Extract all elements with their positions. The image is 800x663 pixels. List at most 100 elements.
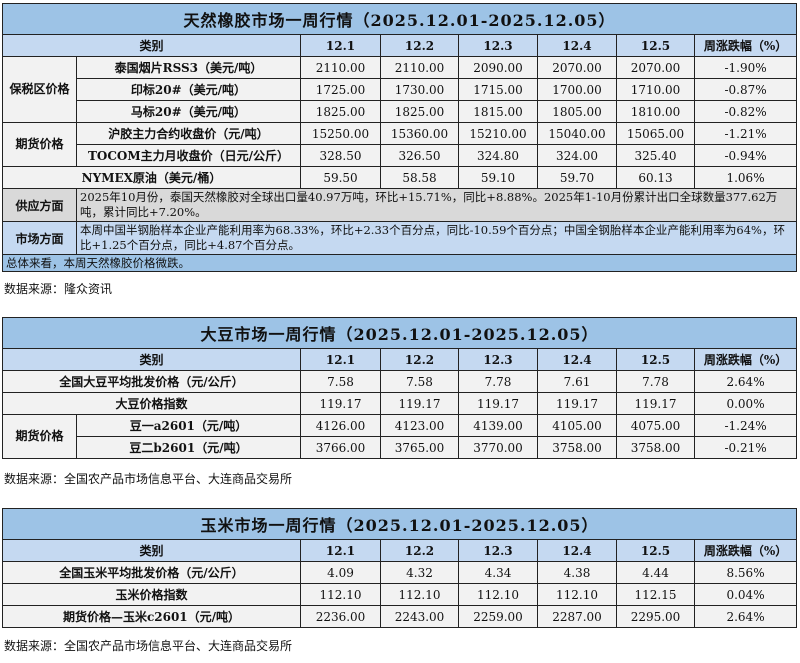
row-label: 大豆价格指数: [2, 392, 301, 415]
row-value: 112.10: [380, 583, 459, 606]
row-value: 325.40: [616, 144, 695, 167]
header-change: 周涨跌幅（%）: [693, 348, 798, 371]
row-value: 1710.00: [616, 78, 695, 101]
table-title: 天然橡胶市场一周行情（2025.12.01-2025.12.05）: [1, 3, 798, 35]
row-label: 马标20#（美元/吨）: [76, 100, 301, 123]
row-value: 2259.00: [458, 605, 538, 628]
row-change: 0.04%: [693, 583, 798, 606]
row-value: 7.78: [616, 370, 695, 393]
row-value: 58.58: [380, 166, 459, 189]
row-value: 4.34: [458, 561, 538, 584]
header-date: 12.3: [458, 34, 538, 57]
row-value: 3765.00: [380, 436, 459, 459]
row-group-label: 保税区价格: [2, 56, 77, 123]
row-value: 3758.00: [537, 436, 617, 459]
row-value: 119.17: [616, 392, 695, 415]
table-row: 期货价格 豆一a2601（元/吨） 4126.00 4123.00 4139.00 410…: [2, 414, 798, 459]
row-value: 59.50: [300, 166, 381, 189]
row-value: 1825.00: [380, 100, 459, 123]
row-value: 2295.00: [616, 605, 695, 628]
row-change: -1.24%: [693, 414, 798, 437]
row-value: 4.44: [616, 561, 695, 584]
row-value: 7.61: [537, 370, 617, 393]
summary-row: 总体来看，本周天然橡胶价格微跌。: [1, 254, 798, 272]
row-value: 4075.00: [616, 414, 695, 437]
table-row: 马标20#（美元/吨） 1825.00 1825.00 1815.00 1805.00 1…: [3, 100, 798, 123]
header-date: 12.5: [616, 539, 695, 562]
row-value: 1825.00: [300, 100, 381, 123]
row-value: 3770.00: [458, 436, 538, 459]
row-value: 4126.00: [300, 414, 381, 437]
row-value: 4105.00: [537, 414, 617, 437]
row-value: 7.58: [300, 370, 381, 393]
row-label: 印标20#（美元/吨）: [76, 78, 301, 101]
title-row: 天然橡胶市场一周行情（2025.12.01-2025.12.05）: [1, 3, 798, 35]
rubber-source: 数据来源：隆众资讯: [4, 282, 113, 296]
row-value: 326.50: [380, 144, 459, 167]
row-value: 4.32: [380, 561, 459, 584]
table-row: NYMEX原油（美元/桶） 59.50 58.58 59.10 59.70 60.13 1.…: [2, 166, 798, 189]
header-row: 类别 12.1 12.2 12.3 12.4 12.5 周涨跌幅（%）: [2, 34, 798, 57]
corn-table: 玉米市场一周行情（2025.12.01-2025.12.05） 类别 12.1 12.…: [1, 508, 798, 628]
table-row: 玉米价格指数 112.10 112.10 112.10 112.10 112.15 0.04…: [2, 583, 798, 606]
row-value: 2070.00: [616, 56, 695, 79]
row-label: 全国玉米平均批发价格（元/公斤）: [2, 561, 301, 584]
header-date: 12.1: [300, 348, 381, 371]
market-label: 市场方面: [2, 221, 77, 255]
header-date: 12.3: [458, 348, 538, 371]
row-value: 328.50: [300, 144, 381, 167]
row-value: 60.13: [616, 166, 695, 189]
header-category: 类别: [2, 34, 301, 57]
row-change: -0.82%: [693, 100, 798, 123]
row-value: 119.17: [380, 392, 459, 415]
row-value: 324.80: [458, 144, 538, 167]
market-row: 市场方面 本周中国半钢胎样本企业产能利用率为68.33%，环比+2.33个百分点，…: [2, 221, 798, 255]
table-row: TOCOM主力月收盘价（日元/公斤） 328.50 326.50 324.80 324.…: [3, 144, 798, 167]
header-row: 类别 12.1 12.2 12.3 12.4 12.5 周涨跌幅（%）: [2, 539, 798, 562]
row-change: -1.21%: [693, 122, 798, 145]
row-value: 4.38: [537, 561, 617, 584]
table-row: 期货价格 沪胶主力合约收盘价（元/吨） 15250.00 15360.00 15210.…: [2, 122, 798, 167]
row-value: 15360.00: [380, 122, 459, 145]
row-value: 112.10: [537, 583, 617, 606]
row-label: 泰国烟片RSS3（美元/吨）: [76, 56, 301, 79]
header-change: 周涨跌幅（%）: [693, 539, 798, 562]
row-change: -0.87%: [693, 78, 798, 101]
row-change: -1.90%: [693, 56, 798, 79]
soybean-source: 数据来源：全国农产品市场信息平台、大连商品交易所: [4, 472, 293, 486]
row-value: 119.17: [458, 392, 538, 415]
supply-text: 2025年10月份，泰国天然橡胶对全球出口量40.97万吨，环比+15.71%，…: [75, 188, 798, 222]
header-date: 12.1: [300, 34, 381, 57]
row-value: 2110.00: [380, 56, 459, 79]
header-date: 12.3: [458, 539, 538, 562]
row-change: -0.94%: [693, 144, 798, 167]
row-value: 2070.00: [537, 56, 617, 79]
row-label: 全国大豆平均批发价格（元/公斤）: [2, 370, 301, 393]
table-title: 大豆市场一周行情（2025.12.01-2025.12.05）: [1, 317, 798, 349]
row-value: 15210.00: [458, 122, 538, 145]
header-date: 12.5: [616, 34, 695, 57]
row-value: 7.58: [380, 370, 459, 393]
row-value: 59.10: [458, 166, 538, 189]
row-value: 1725.00: [300, 78, 381, 101]
header-row: 类别 12.1 12.2 12.3 12.4 12.5 周涨跌幅（%）: [2, 348, 798, 371]
row-value: 112.10: [300, 583, 381, 606]
header-date: 12.2: [380, 348, 459, 371]
row-group-label: 期货价格: [2, 414, 77, 459]
row-change: 1.06%: [693, 166, 798, 189]
rubber-table: 天然橡胶市场一周行情（2025.12.01-2025.12.05） 类别 12.1 1…: [1, 3, 798, 272]
row-value: 2287.00: [537, 605, 617, 628]
header-category: 类别: [2, 348, 301, 371]
table-row: 全国玉米平均批发价格（元/公斤） 4.09 4.32 4.34 4.38 4.44 8.56…: [2, 561, 798, 584]
market-text: 本周中国半钢胎样本企业产能利用率为68.33%，环比+2.33个百分点，同比-1…: [75, 221, 798, 255]
row-value: 4139.00: [458, 414, 538, 437]
row-value: 2236.00: [300, 605, 381, 628]
header-category: 类别: [2, 539, 301, 562]
supply-row: 供应方面 2025年10月份，泰国天然橡胶对全球出口量40.97万吨，环比+15.…: [2, 188, 798, 222]
table-row: 保税区价格 泰国烟片RSS3（美元/吨） 2110.00 2110.00 2090.00…: [2, 56, 798, 123]
row-value: 1715.00: [458, 78, 538, 101]
row-value: 15065.00: [616, 122, 695, 145]
row-change: 8.56%: [693, 561, 798, 584]
row-value: 4.09: [300, 561, 381, 584]
row-value: 2243.00: [380, 605, 459, 628]
